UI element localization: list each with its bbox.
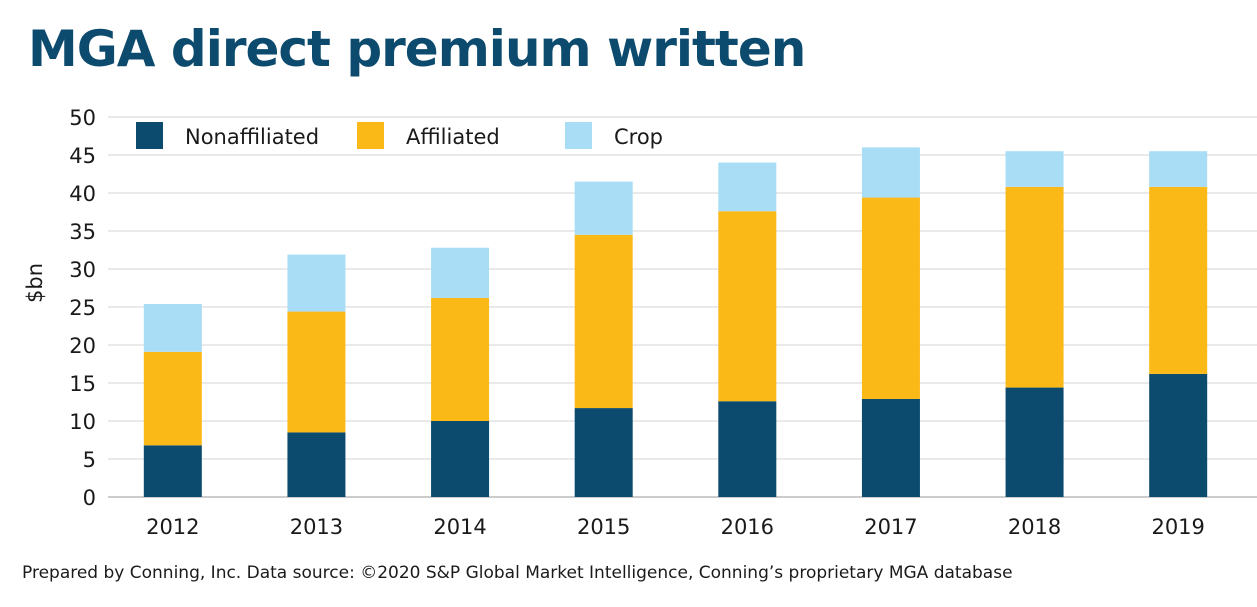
bar-crop-2013	[287, 254, 346, 312]
bar-nonaffiliated-2019	[1149, 373, 1208, 497]
bar-affiliated-2012	[143, 351, 202, 446]
bar-affiliated-2013	[287, 311, 346, 433]
x-tick-label: 2018	[1008, 515, 1061, 539]
gridlines	[108, 116, 1257, 498]
legend: Nonaffiliated Affiliated Crop	[136, 122, 663, 149]
legend-label-crop: Crop	[614, 125, 663, 149]
bar-crop-2016	[718, 162, 777, 212]
y-tick-label: 40	[69, 182, 96, 206]
x-tick-label: 2014	[433, 515, 486, 539]
bar-nonaffiliated-2012	[143, 445, 202, 497]
bar-crop-2012	[143, 303, 202, 352]
y-tick-label: 35	[69, 220, 96, 244]
bars	[143, 147, 1208, 497]
bar-nonaffiliated-2013	[287, 432, 346, 497]
bar-affiliated-2015	[574, 234, 633, 409]
bar-nonaffiliated-2017	[861, 398, 920, 497]
bar-crop-2019	[1149, 151, 1208, 187]
x-tick-label: 2015	[577, 515, 630, 539]
bar-affiliated-2019	[1149, 186, 1208, 374]
y-tick-label: 5	[83, 448, 96, 472]
x-tick-label: 2017	[864, 515, 917, 539]
x-tick-label: 2016	[721, 515, 774, 539]
bar-affiliated-2016	[718, 211, 777, 402]
y-tick-label: 10	[69, 410, 96, 434]
chart-title: MGA direct premium written	[28, 20, 806, 78]
legend-label-nonaffiliated: Nonaffiliated	[185, 125, 319, 149]
y-tick-label: 20	[69, 334, 96, 358]
legend-swatch-affiliated	[357, 122, 384, 149]
bar-nonaffiliated-2014	[431, 421, 490, 497]
legend-label-affiliated: Affiliated	[406, 125, 500, 149]
y-tick-label: 45	[69, 144, 96, 168]
y-axis-label: $bn	[23, 263, 47, 303]
bar-nonaffiliated-2016	[718, 401, 777, 497]
y-tick-label: 30	[69, 258, 96, 282]
bar-nonaffiliated-2018	[1005, 387, 1064, 497]
y-tick-label: 15	[69, 372, 96, 396]
x-tick-label: 2012	[146, 515, 199, 539]
legend-swatch-nonaffiliated	[136, 122, 163, 149]
legend-swatch-crop	[565, 122, 592, 149]
bar-crop-2017	[861, 147, 920, 198]
bar-affiliated-2017	[861, 197, 920, 399]
bar-nonaffiliated-2015	[574, 408, 633, 497]
y-tick-label: 50	[69, 106, 96, 130]
bar-crop-2015	[574, 181, 633, 235]
y-tick-label: 25	[69, 296, 96, 320]
bar-crop-2014	[431, 247, 490, 298]
y-tick-label: 0	[83, 486, 96, 510]
y-axis-ticks: 0 5 10 15 20 25 30 35 40 45 50	[69, 106, 96, 510]
source-note: Prepared by Conning, Inc. Data source: ©…	[22, 563, 1013, 583]
bar-affiliated-2018	[1005, 186, 1064, 388]
x-tick-label: 2013	[290, 515, 343, 539]
bar-affiliated-2014	[431, 297, 490, 421]
x-tick-label: 2019	[1151, 515, 1204, 539]
bar-crop-2018	[1005, 151, 1064, 187]
x-axis-ticks: 2012 2013 2014 2015 2016 2017 2018 2019	[146, 515, 1205, 539]
